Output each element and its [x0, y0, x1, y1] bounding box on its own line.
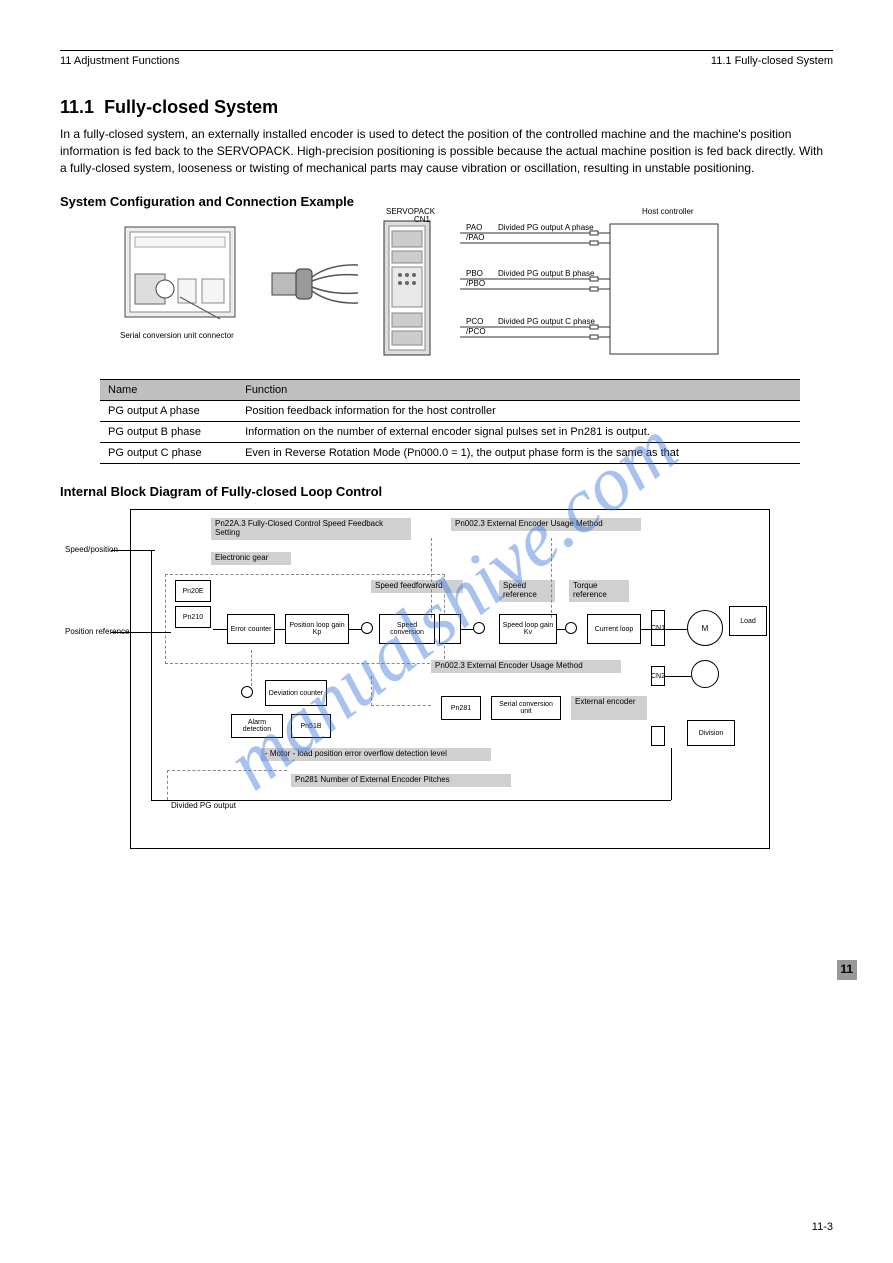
encoder-device-icon [120, 219, 250, 329]
signal-table: Name Function PG output A phasePosition … [100, 379, 800, 464]
lbl-spdff: Speed feedforward [371, 580, 463, 593]
lbl-gear: Electronic gear [211, 552, 291, 565]
box-spdref [439, 614, 461, 644]
lbl-extenc: External encoder [571, 696, 647, 720]
motor-circle: M [687, 610, 723, 646]
box-cn1: CN1 [651, 610, 665, 646]
lbl-extmeth-2: Pn002.3 External Encoder Usage Method [431, 660, 621, 673]
table-row: PG output C phaseEven in Reverse Rotatio… [100, 443, 800, 464]
connector-plug-icon [270, 259, 360, 309]
box-cn2b [651, 726, 665, 746]
box-division: Division [687, 720, 735, 746]
header-right: 11.1 Fully-closed System [711, 55, 833, 67]
box-pn20e: Pn20E [175, 580, 211, 602]
chapter-number: 11 [840, 962, 853, 976]
sum-node-3 [565, 622, 577, 634]
sum-node-4 [241, 686, 253, 698]
wire-pao: PAO [466, 223, 482, 232]
box-cn2: CN2 [651, 666, 665, 686]
wire-pco-n: /PCO [466, 327, 486, 336]
lbl-tref: Torque reference [569, 580, 629, 602]
col-name: Name [100, 380, 237, 401]
col-func: Function [237, 380, 800, 401]
wiring-diagram [460, 219, 720, 359]
lbl-pn0023-top: Pn002.3 External Encoder Usage Method [451, 518, 641, 531]
subhead-config: System Configuration and Connection Exam… [60, 194, 833, 209]
box-pn210: Pn210 [175, 606, 211, 628]
table-row: PG output B phaseInformation on the numb… [100, 422, 800, 443]
lbl-spdref: Speed reference [499, 580, 555, 602]
section-body: In a fully-closed system, an externally … [60, 126, 833, 176]
wire-desc-c: Divided PG output C phase [498, 317, 595, 326]
sum-node-2 [473, 622, 485, 634]
lbl-pn281desc: Pn281 Number of External Encoder Pitches [291, 774, 511, 787]
section-title: 11.1 Fully-closed System [60, 97, 833, 118]
box-spdloop: Speed loop gain Kv [499, 614, 557, 644]
wire-pbo-n: /PBO [466, 279, 485, 288]
wire-desc-a: Divided PG output A phase [498, 223, 594, 232]
wire-pco: PCO [466, 317, 483, 326]
host-label: Host controller [642, 207, 694, 216]
box-posloop: Position loop gain Kp [285, 614, 349, 644]
subhead-blockdia: Internal Block Diagram of Fully-closed L… [60, 484, 833, 499]
lbl-motdiv: - Motor - load position error overflow d… [261, 748, 491, 761]
lbl-pn22a: Pn22A.3 Fully-Closed Control Speed Feedb… [211, 518, 411, 540]
box-serial: Serial conversion unit [491, 696, 561, 720]
header-row: 11 Adjustment Functions 11.1 Fully-close… [60, 55, 833, 67]
wire-pao-n: /PAO [466, 233, 485, 242]
block-diagram: Pn22A.3 Fully-Closed Control Speed Feedb… [130, 509, 770, 849]
servopack-icon [380, 219, 440, 359]
header-left: 11 Adjustment Functions [60, 55, 180, 67]
box-errcounter: Error counter [227, 614, 275, 644]
box-pn281: Pn281 [441, 696, 481, 720]
connection-diagram: Serial conversion unit connector SERVOPA… [120, 219, 833, 359]
wire-desc-b: Divided PG output B phase [498, 269, 595, 278]
lbl-divpg: Divided PG output [167, 800, 287, 813]
table-row: PG output A phasePosition feedback infor… [100, 401, 800, 422]
encoder-connector-label: Serial conversion unit connector [120, 331, 234, 340]
header-rule [60, 50, 833, 51]
encoder-circle [691, 660, 719, 688]
box-curloop: Current loop [587, 614, 641, 644]
page-number: 11-3 [812, 1221, 833, 1233]
box-devcounter: Deviation counter [265, 680, 327, 706]
wire-pbo: PBO [466, 269, 483, 278]
load-box: Load [729, 606, 767, 636]
box-alarm: Alarm detection [231, 714, 283, 738]
cn1-label: CN1 [414, 215, 430, 224]
box-pn51b: Pn51B [291, 714, 331, 738]
box-spdconv: Speed conversion [379, 614, 435, 644]
